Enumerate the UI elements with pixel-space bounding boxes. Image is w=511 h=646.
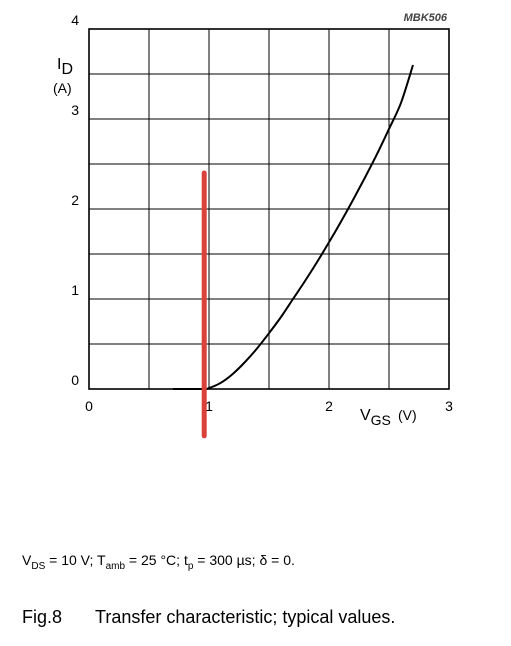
x-tick-label: 1 [205,398,213,414]
tamb-subscript: amb [105,560,126,572]
vds-value: = 10 V; [45,552,98,568]
tp-value: = 300 µs; δ = 0. [193,552,295,568]
figure-caption-text: Transfer characteristic; typical values. [95,607,396,627]
y-axis-unit: (A) [53,80,72,96]
figure-number: Fig.8 [22,607,63,627]
figure-code: MBK506 [404,12,448,24]
y-tick-labels: 0 1 2 3 4 [71,12,79,388]
x-axis-label: VGS [360,407,391,428]
x-axis-unit: (V) [398,407,417,423]
measurement-conditions: VDS = 10 V; Tamb = 25 °C; tp = 300 µs; δ… [22,552,295,572]
figure-caption: Fig.8 Transfer characteristic; typical va… [22,607,395,628]
y-tick-label: 1 [71,282,79,298]
plot-frame [88,28,450,390]
tp-symbol: t [183,552,188,568]
x-tick-label: 0 [85,398,93,414]
y-axis-label: ID [57,56,73,78]
x-tick-label: 3 [445,398,453,414]
y-axis-symbol: I [57,56,61,73]
x-tick-labels: 0 1 2 3 [85,398,453,414]
y-tick-label: 3 [71,102,79,118]
y-tick-label: 4 [71,12,79,28]
tamb-value: = 25 °C; [125,552,184,568]
y-tick-label: 0 [71,372,79,388]
x-tick-label: 2 [325,398,333,414]
chart-area: 0 1 2 3 4 0 1 2 3 MBK506 ID (A) VGS (V) [53,12,453,439]
chart-grid [89,29,449,389]
x-axis-symbol: V [360,407,371,424]
tp-subscript: p [187,560,194,572]
transfer-curve [172,64,414,391]
vds-symbol: V [22,552,32,568]
vds-subscript: DS [31,560,46,572]
y-tick-label: 2 [71,192,79,208]
x-axis-subscript: GS [371,412,391,428]
y-axis-subscript: D [61,61,73,78]
tamb-symbol: T [97,552,106,568]
